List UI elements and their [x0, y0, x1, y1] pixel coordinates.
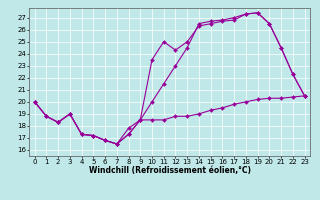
- X-axis label: Windchill (Refroidissement éolien,°C): Windchill (Refroidissement éolien,°C): [89, 166, 251, 175]
